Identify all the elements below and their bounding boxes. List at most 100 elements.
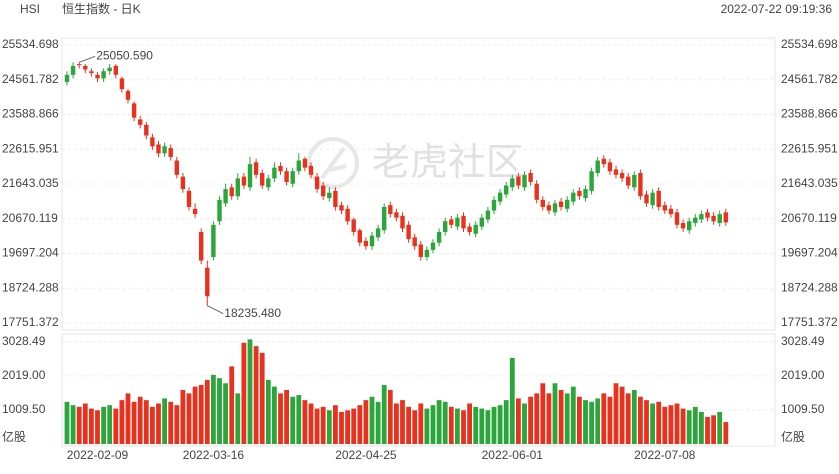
candle-body [589,171,594,191]
candle-body [455,217,460,227]
volume-bar [491,406,497,444]
candle-body [619,173,625,179]
volume-bar [638,396,643,444]
candle-body [260,173,265,186]
volume-bar [662,406,668,444]
vol-unit-right: 亿股 [781,429,805,444]
candle-body [327,192,332,199]
candle-body [101,71,106,79]
candle-body [546,205,552,211]
candle-body [138,119,143,125]
y-tick-label: 20670.119 [2,211,58,225]
volume-bar [186,393,192,444]
volume-bar [241,342,247,444]
candle-body [412,237,417,247]
y-tick-label: 25534.698 [2,37,59,51]
volume-bar [333,405,338,444]
candle-body [607,162,613,172]
candle-body [119,78,125,90]
candle-body [601,158,606,165]
candle-body [668,208,674,215]
volume-bar [540,383,546,444]
volume-bar [278,393,283,444]
volume-bar [503,400,509,444]
volume-bar [314,408,320,444]
volume-bar [375,401,381,444]
candle-body [290,171,295,184]
volume-bar [95,410,100,444]
volume-bar [381,384,387,444]
candle-body [314,176,320,190]
candle-body [534,183,539,200]
volume-bar [101,406,106,444]
candle-body [186,190,192,207]
volume-bar [339,411,344,444]
candle-body [156,144,161,154]
candle-body [656,190,661,207]
volume-bar [168,401,174,444]
candle-body [571,192,576,202]
candle-body [461,215,466,229]
x-tick-label: 2022-04-25 [335,448,397,462]
candle-body [199,231,204,261]
candle-body [613,169,619,175]
volume-bar [369,396,375,444]
volume-bar [406,406,411,444]
candle-body [302,158,308,168]
candle-body [711,215,716,222]
volume-bar [692,406,698,444]
volume-bar [424,408,430,444]
volume-bar [308,403,314,444]
candle-body [558,201,564,207]
volume-bar [436,400,442,444]
vol-unit: 亿股 [2,429,26,444]
volume-bar [674,403,680,444]
volume-bar [644,400,649,444]
candle-body [552,203,558,213]
candle-body [662,205,667,211]
volume-bar [272,386,277,444]
y-tick-label: 23588.866 [2,107,59,121]
volume-bar [711,415,716,444]
vol-tick-label-right: 3028.49 [781,334,825,348]
candle-body [674,212,680,225]
y-tick-label-right: 18724.288 [781,280,838,294]
candle-body [516,176,521,186]
vol-tick-label: 3028.49 [2,334,46,348]
candle-body [705,212,710,218]
volume-bar [137,396,143,444]
y-tick-label-right: 17751.372 [781,315,838,329]
candle-body [205,267,210,297]
volume-bar [284,390,289,444]
candle-body [296,160,301,172]
candle-body [180,176,186,190]
candle-body [626,176,631,186]
volume-bar [546,393,552,444]
volume-bar [412,410,418,444]
volume-bar [601,393,607,444]
volume-bar [113,408,119,444]
volume-bar [564,393,570,444]
y-tick-label-right: 23588.866 [781,107,838,121]
candle-body [382,206,387,231]
volume-bar [125,393,131,444]
candle-body [400,215,405,229]
candle-body [473,224,478,234]
volume-bar [351,408,357,444]
volume-bar [70,405,76,444]
y-tick-label: 17751.372 [2,315,59,329]
x-tick-label: 2022-02-09 [67,448,129,462]
candle-body [168,148,173,157]
y-tick-label: 22615.951 [2,141,59,155]
candle-body [595,160,600,174]
candle-body [89,71,94,74]
volume-bar [192,386,198,444]
volume-bar [131,401,137,444]
candle-body [253,162,259,175]
volume-bar [119,400,125,444]
volume-bar [229,366,235,444]
volume-bar [442,401,448,444]
candle-body [540,199,545,207]
volume-bar [577,396,582,444]
